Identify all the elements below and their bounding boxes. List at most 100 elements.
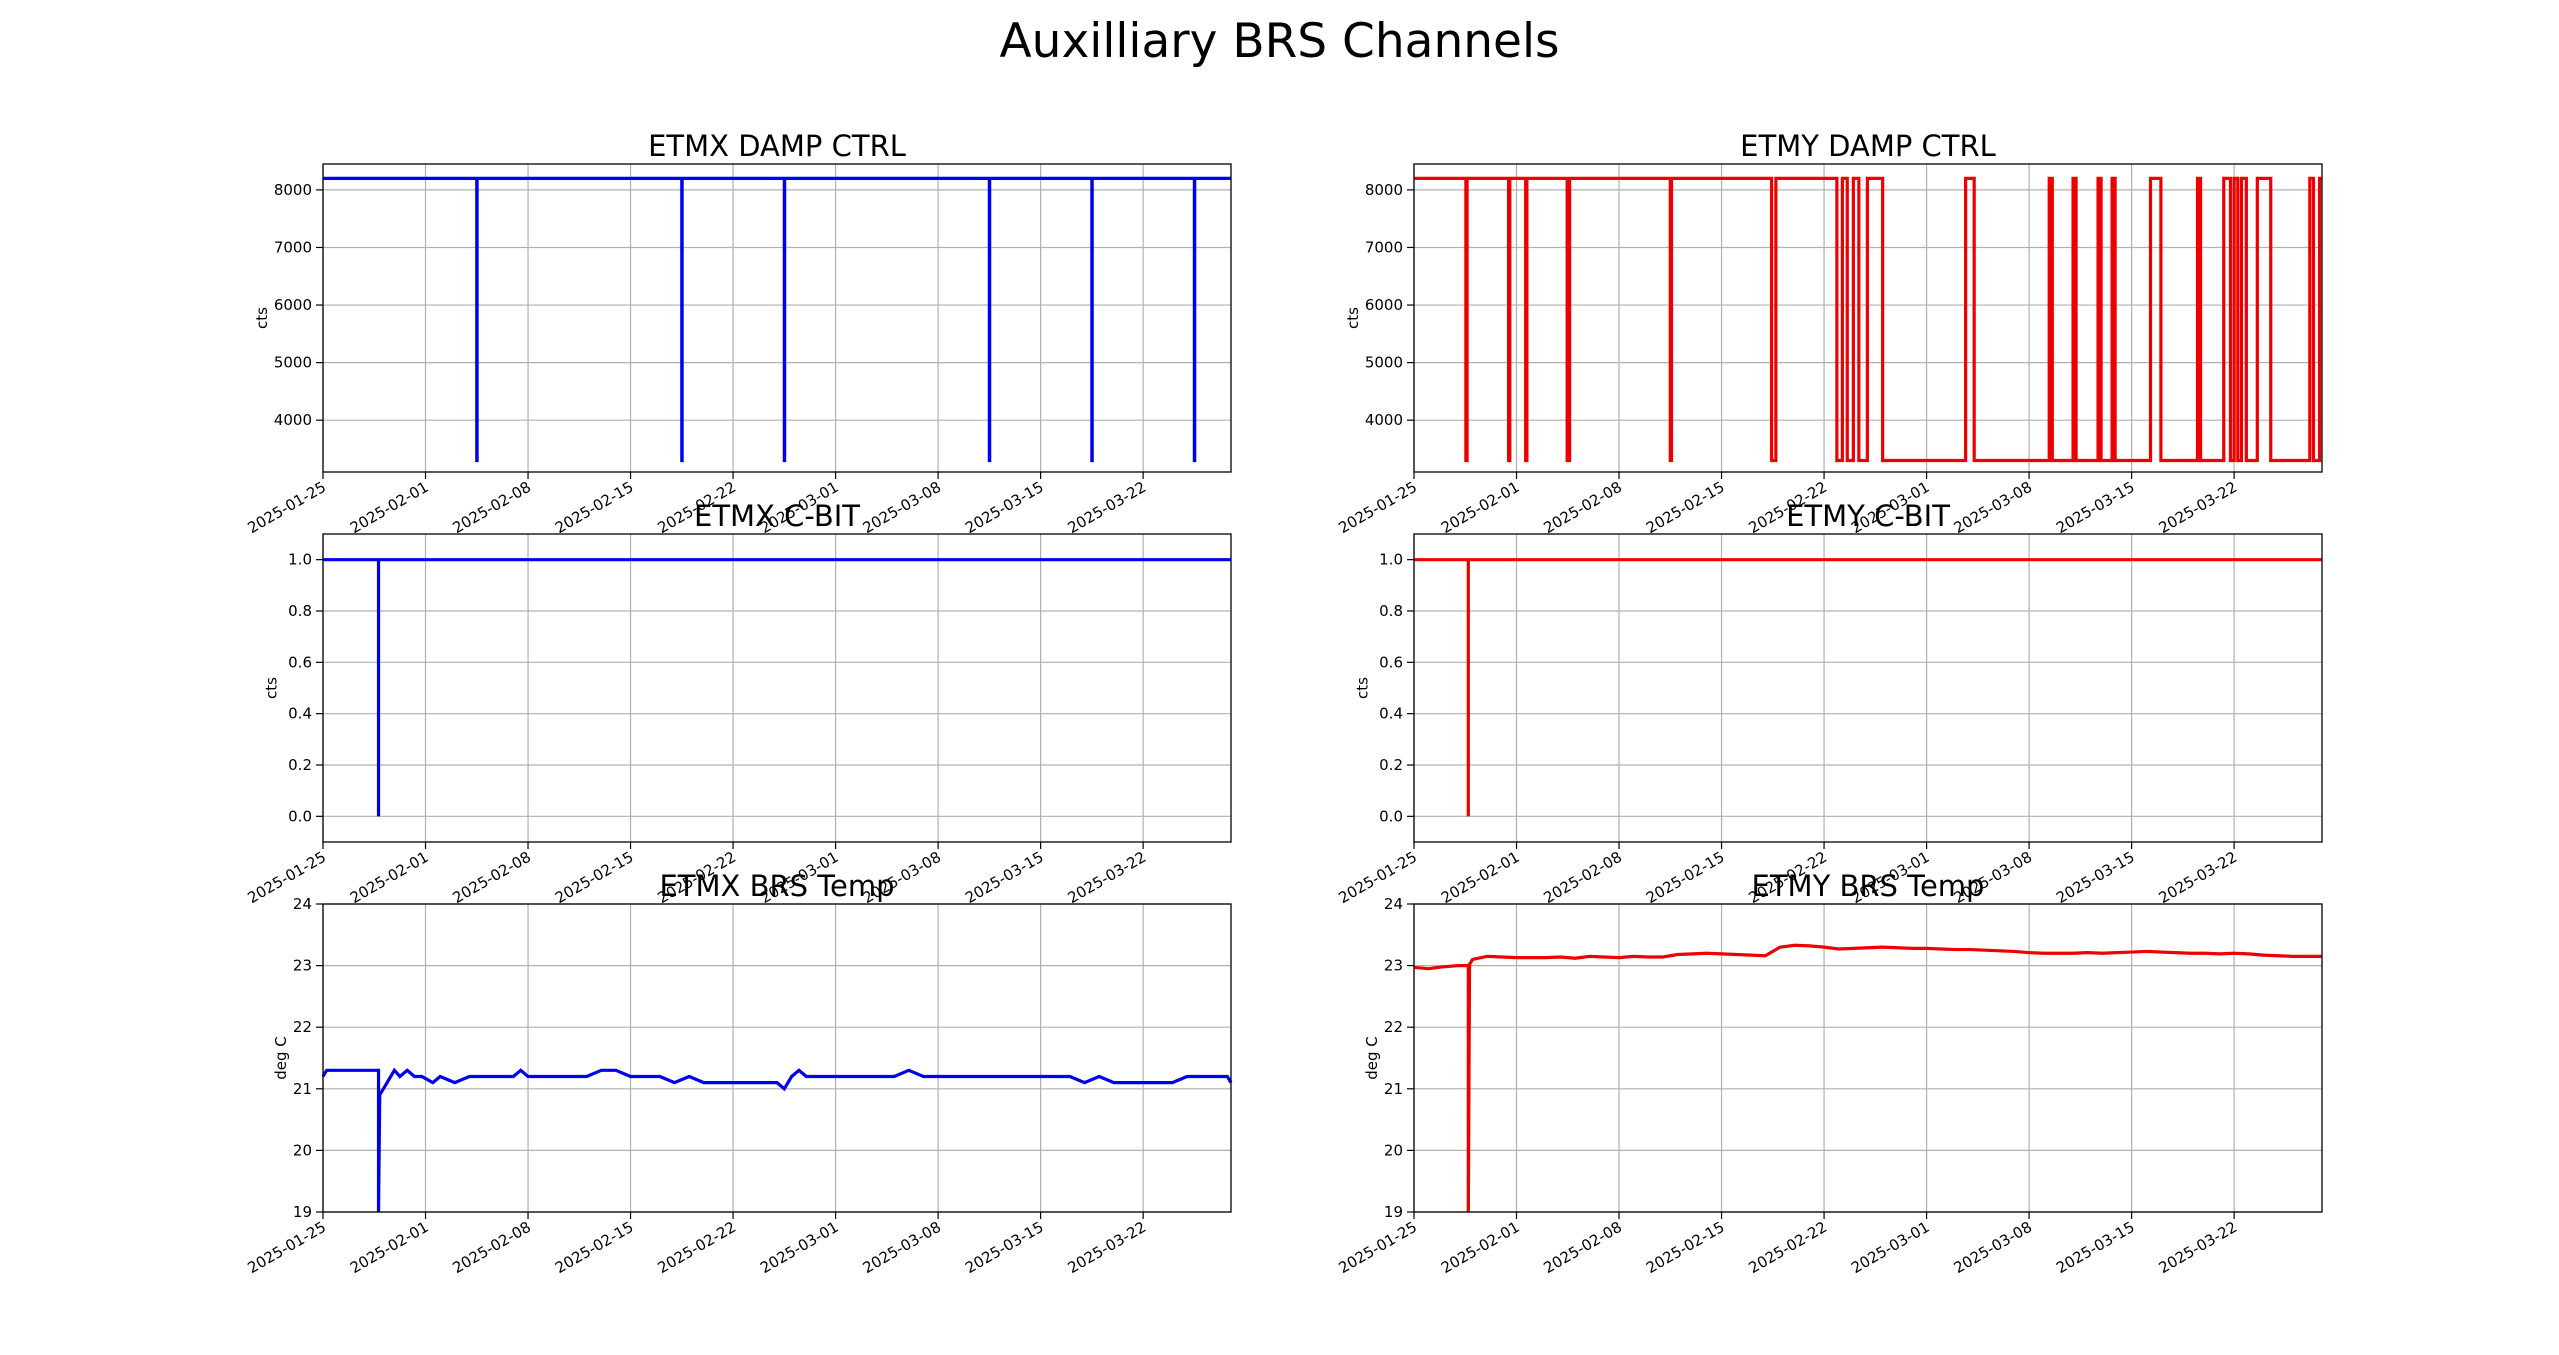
- y-tick-label: 0.0: [1379, 807, 1403, 825]
- x-tick-label: 2025-03-22: [2156, 1218, 2241, 1277]
- x-tick-label: 2025-02-01: [1438, 478, 1523, 537]
- y-tick-label: 22: [1384, 1018, 1403, 1036]
- x-tick-label: 2025-03-08: [1951, 1218, 2036, 1277]
- chart-title: ETMX C-BIT: [694, 499, 860, 533]
- x-tick-label: 2025-01-25: [244, 1218, 329, 1277]
- x-tick-label: 2025-01-25: [1335, 848, 1420, 907]
- chart-etmy-cbit: 2025-01-25 2025-02-01 2025-02-08 2025-02-15…: [1335, 499, 2323, 907]
- x-tick-label: 2025-03-22: [1065, 478, 1150, 537]
- x-tick-label: 2025-02-15: [1643, 1218, 1728, 1277]
- x-tick-label: 2025-03-15: [962, 478, 1047, 537]
- y-tick-label: 8000: [1365, 181, 1403, 199]
- chart-etmy-damp: 2025-01-25 2025-02-01 2025-02-08 2025-02-15…: [1335, 129, 2323, 537]
- x-tick-label: 2025-03-08: [860, 1218, 945, 1277]
- y-axis-label: deg C: [272, 1036, 290, 1080]
- series-line: [323, 558, 1231, 817]
- x-tick-label: 2025-02-01: [1438, 848, 1523, 907]
- x-tick-label: 2025-02-08: [1541, 848, 1626, 907]
- x-tick-label: 2025-02-08: [450, 848, 535, 907]
- series-line: [1414, 176, 2322, 463]
- x-tick-label: 2025-03-08: [860, 478, 945, 537]
- chart-etmx-temp: 2025-01-25 2025-02-01 2025-02-08 2025-02-15…: [244, 869, 1233, 1277]
- y-tick-label: 6000: [274, 296, 312, 314]
- x-tick-label: 2025-02-15: [1643, 478, 1728, 537]
- y-tick-label: 5000: [274, 354, 312, 372]
- x-tick-label: 2025-03-01: [1848, 1218, 1933, 1277]
- x-tick-label: 2025-02-15: [552, 1218, 637, 1277]
- x-tick-label: 2025-03-15: [2053, 848, 2138, 907]
- y-tick-label: 0.8: [288, 602, 312, 620]
- y-tick-label: 24: [1384, 895, 1403, 913]
- y-axis-label: cts: [263, 677, 281, 699]
- y-tick-label: 22: [293, 1018, 312, 1036]
- x-tick-label: 2025-02-15: [552, 848, 637, 907]
- x-tick-label: 2025-02-08: [1541, 1218, 1626, 1277]
- x-tick-label: 2025-03-15: [962, 1218, 1047, 1277]
- y-tick-label: 20: [293, 1141, 312, 1159]
- y-tick-label: 8000: [274, 181, 312, 199]
- y-tick-label: 1.0: [1379, 551, 1403, 569]
- x-tick-label: 2025-02-22: [1746, 1218, 1831, 1277]
- y-tick-label: 0.8: [1379, 602, 1403, 620]
- chart-etmx-damp: 2025-01-25 2025-02-01 2025-02-08 2025-02-15…: [244, 129, 1232, 537]
- y-axis-label: cts: [1354, 677, 1372, 699]
- x-tick-label: 2025-03-22: [2156, 478, 2241, 537]
- chart-etmx-cbit: 2025-01-25 2025-02-01 2025-02-08 2025-02-15…: [244, 499, 1232, 907]
- chart-title: ETMY DAMP CTRL: [1740, 129, 1996, 163]
- y-tick-label: 20: [1384, 1141, 1403, 1159]
- y-tick-label: 0.4: [1379, 705, 1403, 723]
- axes-frame: [322, 163, 1232, 473]
- y-tick-label: 5000: [1365, 354, 1403, 372]
- x-tick-label: 2025-02-08: [450, 1218, 535, 1277]
- y-tick-label: 19: [293, 1203, 312, 1221]
- x-tick-label: 2025-03-15: [2053, 1218, 2138, 1277]
- y-tick-label: 0.0: [288, 807, 312, 825]
- x-tick-label: 2025-01-25: [244, 478, 329, 537]
- x-tick-label: 2025-03-01: [757, 1218, 842, 1277]
- x-tick-label: 2025-03-08: [1951, 478, 2036, 537]
- y-tick-label: 23: [1384, 957, 1403, 975]
- axes-frame: [322, 533, 1232, 843]
- x-tick-label: 2025-01-25: [244, 848, 329, 907]
- x-tick-label: 2025-02-08: [450, 478, 535, 537]
- y-tick-label: 7000: [1365, 238, 1403, 256]
- y-tick-label: 4000: [1365, 411, 1403, 429]
- y-tick-label: 1.0: [288, 551, 312, 569]
- x-tick-label: 2025-02-15: [552, 478, 637, 537]
- x-tick-label: 2025-03-22: [2156, 848, 2241, 907]
- y-tick-label: 7000: [274, 238, 312, 256]
- chart-title: ETMX BRS Temp: [659, 869, 894, 903]
- x-tick-label: 2025-02-01: [1438, 1218, 1523, 1277]
- x-tick-label: 2025-03-15: [962, 848, 1047, 907]
- figure-title: Auxilliary BRS Channels: [999, 14, 1560, 69]
- axes-frame: [1413, 163, 2323, 473]
- y-tick-label: 6000: [1365, 296, 1403, 314]
- series-line: [321, 1067, 1233, 1213]
- y-axis-label: deg C: [1363, 1036, 1381, 1080]
- y-tick-label: 0.2: [1379, 756, 1403, 774]
- y-tick-label: 23: [293, 957, 312, 975]
- axes-frame: [322, 903, 1232, 1213]
- x-tick-label: 2025-02-08: [1541, 478, 1626, 537]
- x-tick-label: 2025-02-01: [347, 1218, 432, 1277]
- y-tick-label: 24: [293, 895, 312, 913]
- y-tick-label: 21: [293, 1080, 312, 1098]
- y-tick-label: 4000: [274, 411, 312, 429]
- x-tick-label: 2025-03-22: [1065, 1218, 1150, 1277]
- axes-frame: [1413, 903, 2323, 1213]
- chart-title: ETMY C-BIT: [1786, 499, 1950, 533]
- y-axis-label: cts: [253, 307, 271, 329]
- x-tick-label: 2025-02-22: [655, 1218, 740, 1277]
- series-line: [1413, 943, 2322, 1213]
- x-tick-label: 2025-02-15: [1643, 848, 1728, 907]
- y-tick-label: 21: [1384, 1080, 1403, 1098]
- x-tick-label: 2025-01-25: [1335, 478, 1420, 537]
- axes-frame: [1413, 533, 2323, 843]
- y-tick-label: 0.6: [288, 653, 312, 671]
- y-tick-label: 0.6: [1379, 653, 1403, 671]
- y-tick-label: 0.4: [288, 705, 312, 723]
- chart-etmy-temp: 2025-01-25 2025-02-01 2025-02-08 2025-02-15…: [1335, 869, 2323, 1277]
- y-axis-label: cts: [1344, 307, 1362, 329]
- series-line: [323, 176, 1231, 463]
